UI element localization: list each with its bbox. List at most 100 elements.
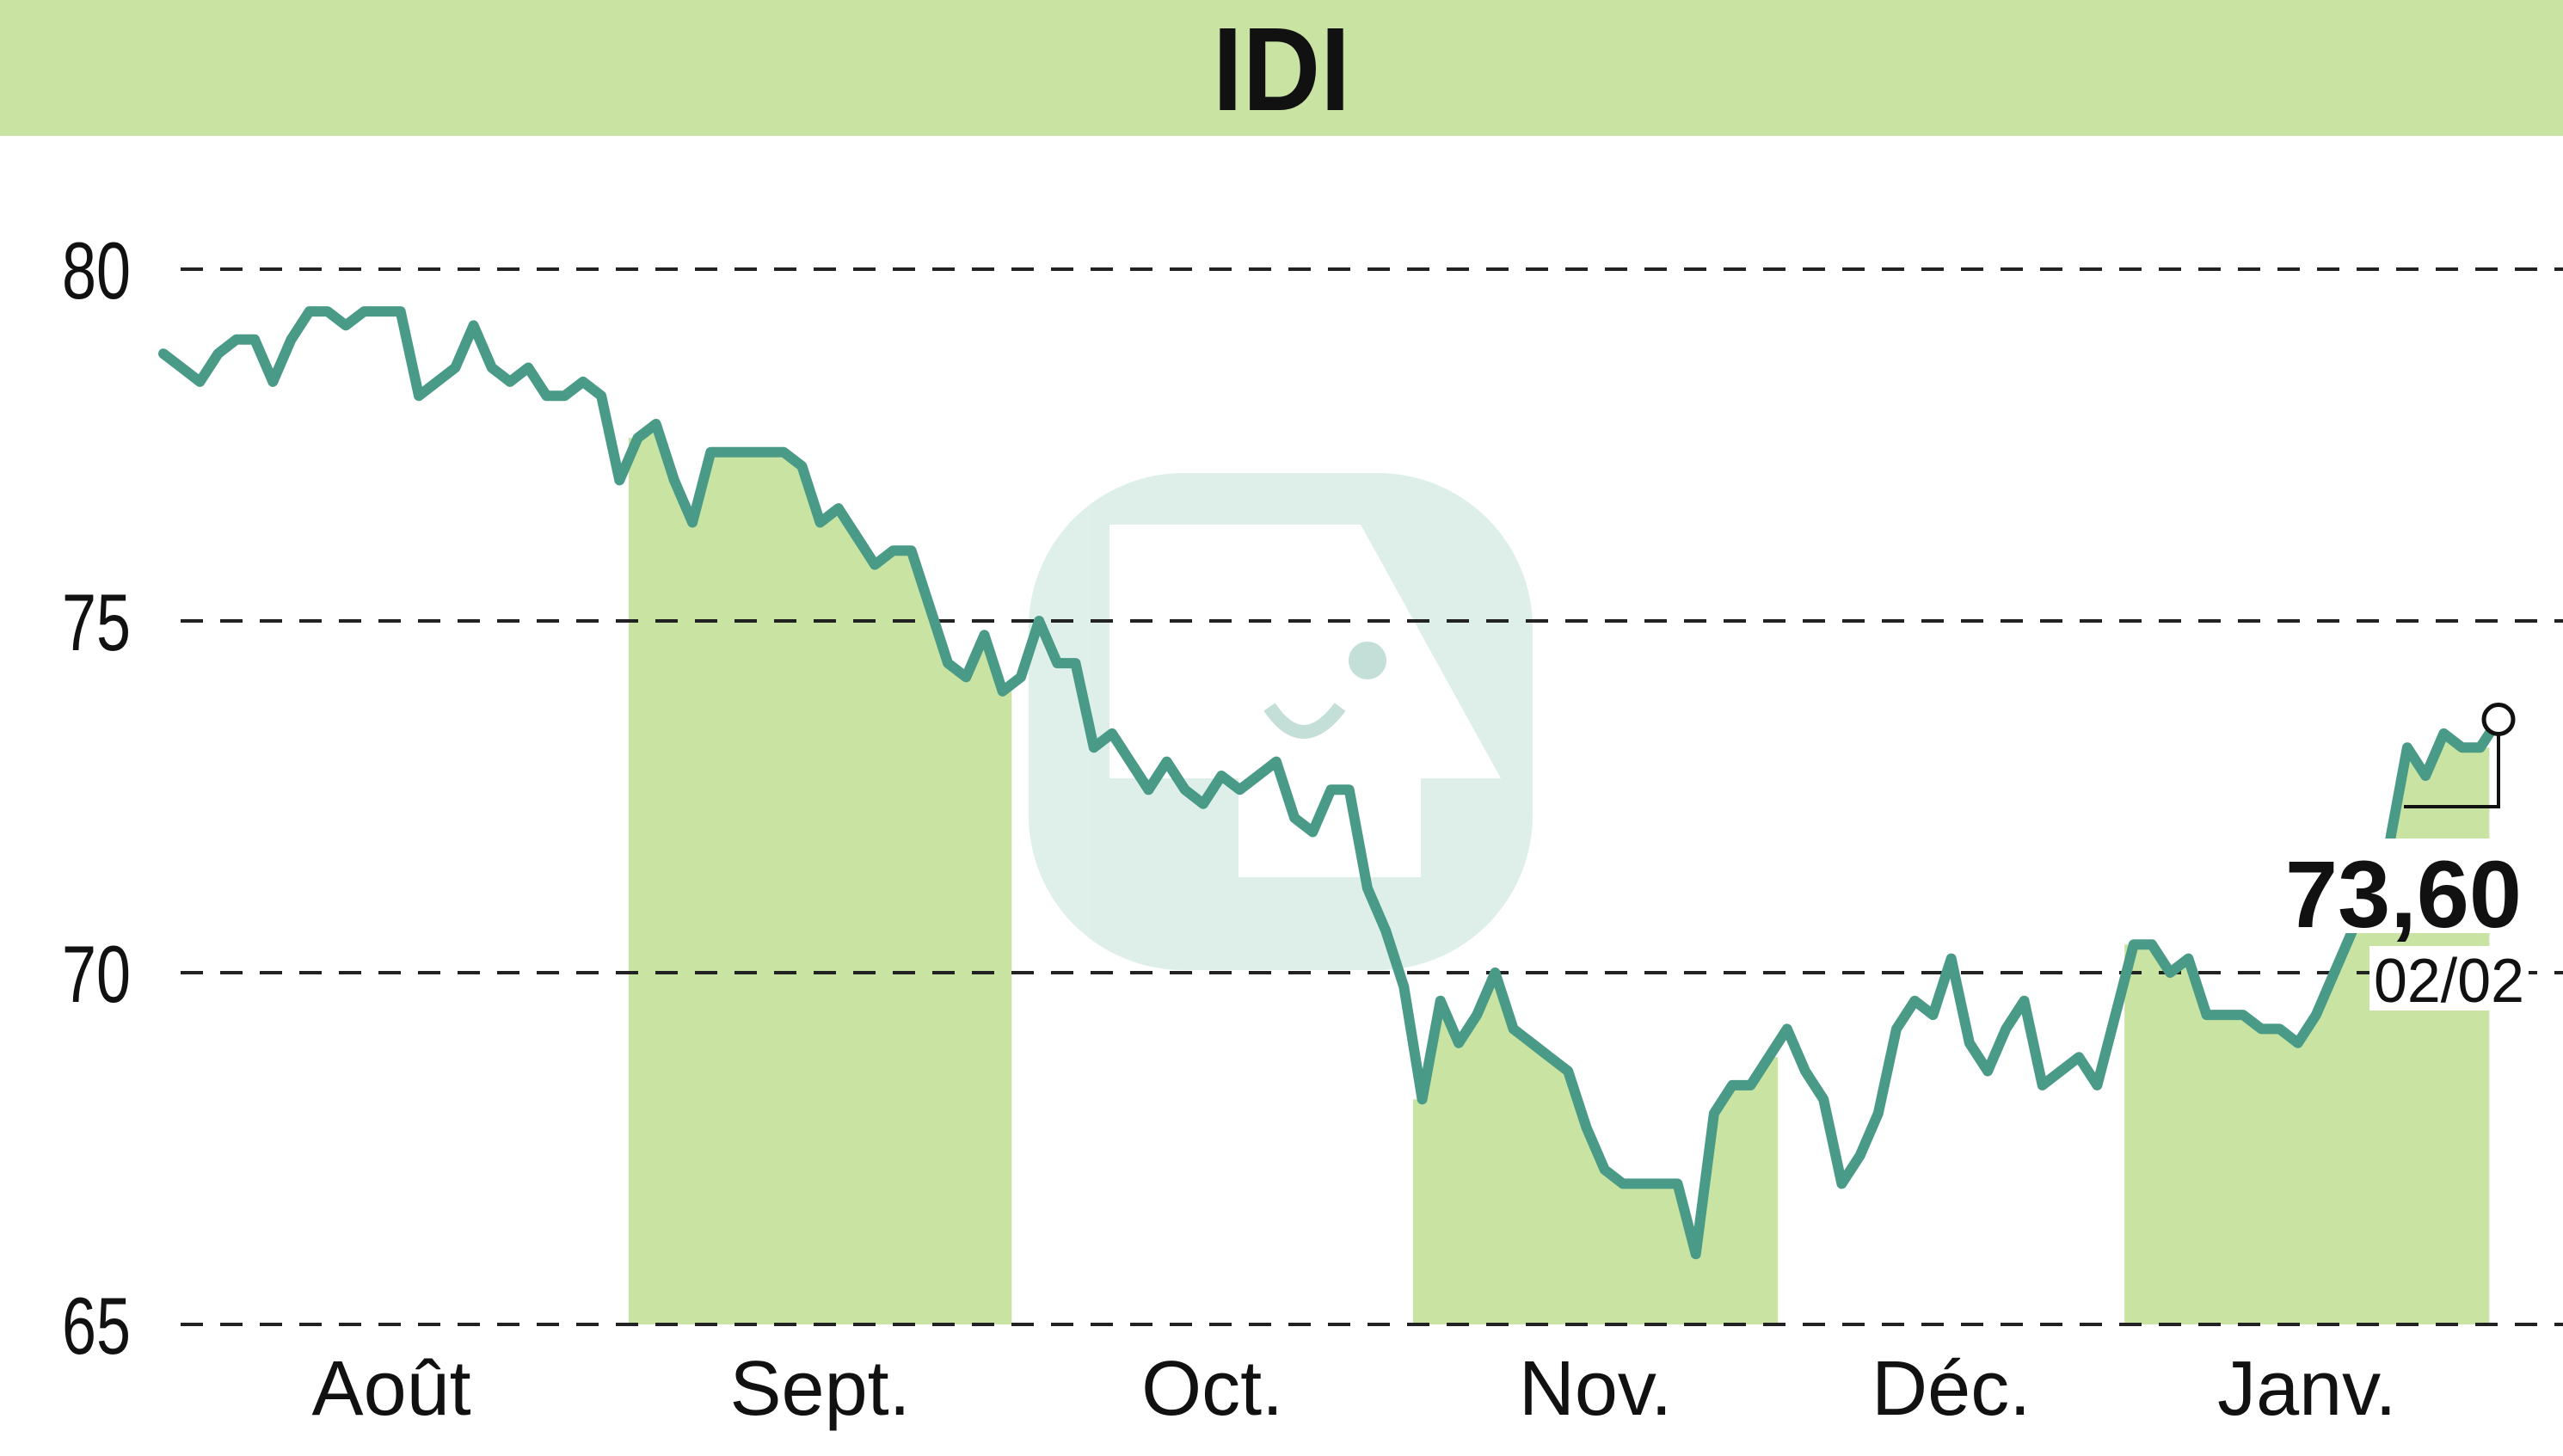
x-month-label: Sept. [730,1346,911,1432]
price-point [888,546,898,556]
month-band-2 [628,424,1012,1324]
x-month-label: Nov. [1519,1346,1672,1432]
price-point [560,391,569,401]
price-point [1472,1011,1482,1020]
price-point [980,630,989,640]
price-point [706,447,716,457]
price-point [1819,1095,1829,1104]
price-point [304,307,314,316]
month-bands [628,424,2490,1324]
y-tick-label: 65 [62,1281,131,1371]
price-point [1618,1179,1627,1189]
price-point [2056,1066,2065,1076]
price-point [1162,757,1171,766]
price-point [1326,785,1336,795]
price-point [2111,1011,2120,1020]
price-point [1983,1066,1993,1076]
price-point [396,307,405,316]
price-point [487,363,496,372]
price-point [760,447,770,457]
price-point [1016,673,1025,682]
price-point [1454,1038,1463,1047]
price-point [1546,1053,1555,1062]
price-point [1728,1080,1737,1090]
price-point [1800,1066,1810,1076]
price-point [341,321,351,330]
price-point [2439,728,2449,738]
price-point [1217,771,1226,780]
price-point [1490,968,1500,977]
price-point [177,363,187,372]
price-point [1691,1250,1700,1259]
price-point [2457,743,2467,753]
watermark-dot [1349,642,1386,679]
price-point [669,476,679,485]
last-value-label: 73,60 [2285,842,2522,948]
price-point [1253,771,1263,780]
price-point [1035,617,1044,625]
price-point [1509,1024,1518,1034]
price-point [815,518,825,527]
price-point [1107,728,1116,738]
price-point [360,307,369,316]
price-point [633,433,642,443]
price-point [1764,1053,1773,1062]
price-point [688,518,698,527]
price-point [1180,785,1189,795]
last-value-label-bg [2277,839,2527,933]
price-point [159,349,168,359]
price-point [268,377,278,386]
price-point [1199,799,1208,808]
price-point [1855,1151,1865,1160]
price-point [1910,996,1920,1005]
y-tick-label: 70 [62,929,131,1019]
price-point [1527,1038,1536,1047]
price-point [2475,743,2485,753]
price-point [1928,1011,1938,1020]
price-point [1399,982,1409,992]
price-point [231,335,241,344]
price-point [2202,1011,2211,1020]
price-point [943,659,953,668]
x-month-label: Janv. [2217,1346,2396,1432]
price-point [651,419,661,428]
watermark-logo [1029,473,1533,970]
price-point [2184,954,2193,963]
price-point [797,462,807,471]
price-point [833,504,843,513]
price-point [2275,1024,2284,1034]
price-point [1564,1066,1573,1076]
price-point [1582,1122,1591,1132]
y-tick-label: 75 [62,577,131,667]
last-value-marker [2481,703,2516,737]
price-point [1637,1179,1646,1189]
price-point [542,391,551,401]
price-point [213,349,223,359]
price-point [1308,827,1318,837]
price-point [1126,757,1135,766]
price-point [998,686,1007,696]
y-axis-ticks: 80 75 70 65 [62,225,131,1371]
price-point [1892,1024,1902,1034]
price-point [597,391,606,401]
x-axis-months: Août Sept. Oct. Nov. Déc. Janv. [312,1346,2397,1432]
price-point [524,363,533,372]
price-point [1946,954,1956,963]
price-point [1344,785,1354,795]
watermark-house-shape [1109,525,1501,877]
price-point [1655,1179,1664,1189]
last-date-label-bg [2369,946,2529,1011]
price-point [925,602,934,611]
price-point [2074,1053,2084,1062]
price-point [1089,743,1098,753]
watermark-smile [1263,703,1346,739]
price-point [1290,814,1300,823]
price-point [1417,1095,1427,1104]
price-point [1782,1024,1792,1034]
price-point [1235,785,1245,795]
price-point [414,391,423,401]
x-month-label: Déc. [1872,1346,2031,1432]
price-point [1600,1165,1609,1175]
price-point [1873,1109,1883,1118]
